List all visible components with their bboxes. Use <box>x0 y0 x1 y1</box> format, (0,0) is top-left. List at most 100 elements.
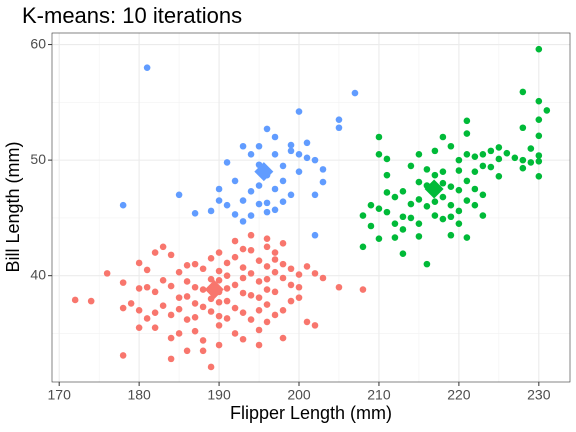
point <box>119 279 127 286</box>
point <box>231 281 239 289</box>
point <box>119 304 127 312</box>
point <box>223 315 231 322</box>
point <box>159 302 167 310</box>
point <box>399 188 407 195</box>
point <box>471 153 479 160</box>
point <box>431 198 439 206</box>
point <box>199 286 207 293</box>
point <box>199 303 207 311</box>
point <box>271 185 279 193</box>
point <box>231 304 239 312</box>
point <box>535 97 543 105</box>
point <box>319 166 327 173</box>
point <box>143 266 151 274</box>
point <box>279 240 287 247</box>
point <box>407 214 415 222</box>
point <box>319 274 327 282</box>
y-axis-label: Bill Length (mm) <box>3 141 23 272</box>
point <box>463 177 471 185</box>
point <box>271 311 279 319</box>
x-tick-label: 190 <box>207 387 231 403</box>
point <box>479 151 487 158</box>
point <box>71 296 79 304</box>
plot-border <box>51 32 571 383</box>
point <box>247 151 255 158</box>
point <box>335 116 343 123</box>
point <box>295 271 303 278</box>
point <box>255 278 263 285</box>
point <box>543 107 551 114</box>
point <box>447 201 455 209</box>
point <box>183 293 191 300</box>
point <box>247 292 255 299</box>
point <box>135 324 143 331</box>
point <box>447 231 455 239</box>
point <box>391 193 399 201</box>
point <box>287 141 295 149</box>
point <box>263 301 271 308</box>
centroid <box>254 162 274 182</box>
point <box>119 352 127 359</box>
point <box>263 208 271 216</box>
point <box>255 341 263 349</box>
point <box>463 117 471 125</box>
x-tick-label: 230 <box>527 387 551 403</box>
point <box>527 145 535 152</box>
point <box>383 155 391 163</box>
point <box>239 218 247 225</box>
point <box>279 334 287 342</box>
point <box>231 177 239 185</box>
point <box>247 246 255 254</box>
point <box>415 220 423 227</box>
point <box>535 152 543 159</box>
point <box>431 212 439 219</box>
point <box>239 335 247 343</box>
point <box>471 185 479 193</box>
point <box>215 322 223 329</box>
point <box>335 283 343 291</box>
point <box>199 347 207 355</box>
point <box>311 191 319 199</box>
point <box>231 237 239 245</box>
point <box>175 305 183 313</box>
point <box>303 154 311 162</box>
point <box>431 147 439 155</box>
point <box>479 191 487 199</box>
point <box>215 298 223 306</box>
point <box>135 307 143 314</box>
point <box>471 168 479 175</box>
point <box>415 233 423 240</box>
point <box>311 156 319 164</box>
point <box>271 268 279 276</box>
point <box>279 177 287 185</box>
point <box>215 312 223 320</box>
point <box>495 144 503 151</box>
point <box>167 282 175 290</box>
point <box>255 326 263 334</box>
point <box>407 200 415 208</box>
point <box>231 253 239 261</box>
point <box>175 294 183 301</box>
point <box>375 235 383 243</box>
point <box>239 245 247 253</box>
point <box>463 234 471 241</box>
point <box>495 155 503 163</box>
point <box>263 199 271 207</box>
point <box>375 205 383 212</box>
point <box>487 147 495 155</box>
point <box>479 162 487 170</box>
point <box>167 251 175 259</box>
point <box>455 186 463 194</box>
point <box>239 289 247 297</box>
point <box>143 315 151 322</box>
point <box>263 235 271 243</box>
point <box>207 308 215 315</box>
point <box>311 231 319 239</box>
point <box>271 133 279 141</box>
point <box>503 149 511 157</box>
point <box>231 330 239 337</box>
point <box>215 185 223 193</box>
point <box>375 151 383 158</box>
point <box>295 151 303 158</box>
